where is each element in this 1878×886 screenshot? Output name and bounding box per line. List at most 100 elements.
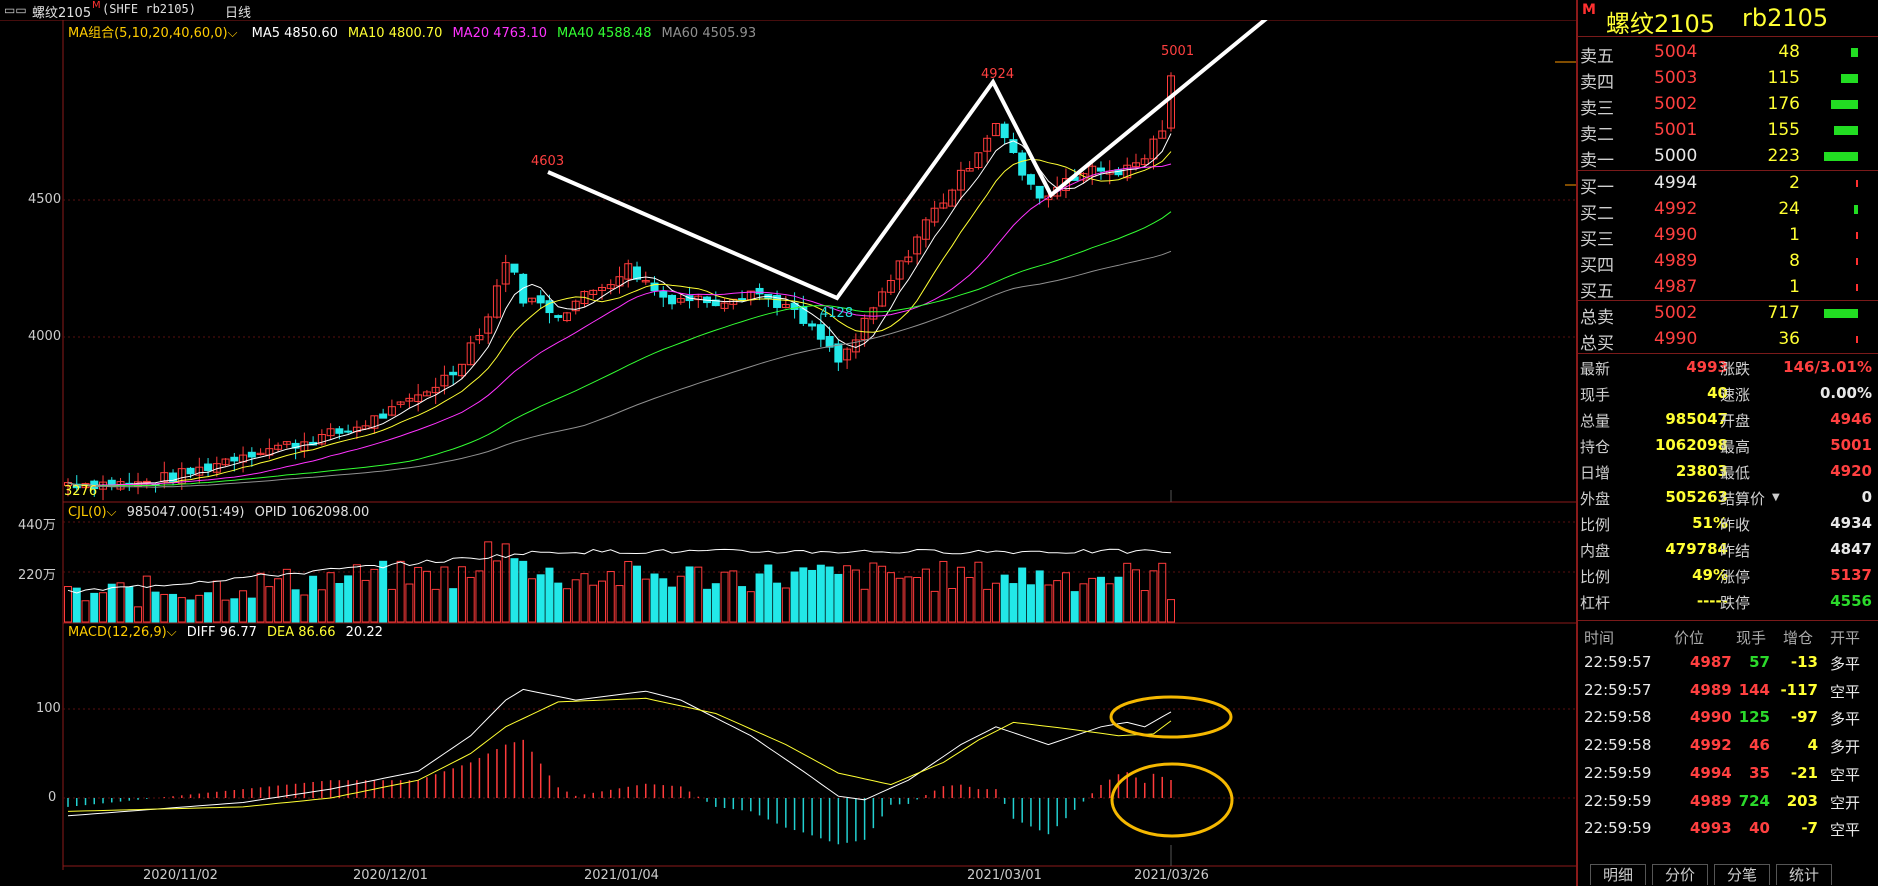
volume-bar (799, 567, 808, 623)
order-level-volume: 1 (1789, 225, 1800, 245)
volume-bar (545, 567, 554, 623)
order-book-row[interactable]: 买五 4987 1 (1578, 274, 1878, 302)
quote-panel-header: M 螺纹2105 rb2105 (1578, 0, 1878, 38)
tick-open-close: 多平 (1830, 710, 1861, 729)
tick-row[interactable]: 22:59:57 4987 57 -13 多平 (1578, 648, 1878, 676)
candle-body (440, 374, 449, 387)
volume-bar (676, 575, 685, 623)
volume-bar (125, 586, 134, 623)
tick-row[interactable]: 22:59:58 4992 46 4 多开 (1578, 731, 1878, 759)
volume-bar (1026, 584, 1035, 623)
tick-row[interactable]: 22:59:58 4990 125 -97 多平 (1578, 703, 1878, 731)
chevron-down-icon[interactable]: ⌵ (106, 505, 117, 520)
window-menu-icon[interactable]: ▭▭ (4, 3, 27, 17)
order-level-label: 买一 (1580, 178, 1614, 198)
period-selector[interactable]: 日线 (225, 6, 252, 21)
ma-line-ma5 (67, 133, 1172, 487)
order-book-row[interactable]: 总买 4990 36 (1578, 326, 1878, 354)
volume-bar (256, 572, 265, 623)
volume-bar (781, 587, 790, 623)
volume-bar (379, 560, 388, 623)
stat-label: 现手 (1580, 386, 1611, 404)
volume-bar (755, 573, 764, 623)
candle-body (1158, 130, 1167, 139)
stat-value: 985047 (1665, 410, 1728, 428)
macd-legend-label[interactable]: MACD(12,26,9) (68, 625, 167, 640)
macd-diff: DIFF 96.77 (186, 625, 257, 640)
order-book-row[interactable]: 卖一 5000 223 (1578, 143, 1878, 171)
tick-header-cell: 开平 (1830, 629, 1861, 647)
tick-row[interactable]: 22:59:59 4994 35 -21 空平 (1578, 759, 1878, 787)
stat-value: 505263 (1665, 488, 1728, 506)
volume-bar (335, 583, 344, 623)
tick-time: 22:59:59 (1584, 791, 1652, 810)
tick-open-close: 多开 (1830, 738, 1861, 757)
stat-value: 479784 (1665, 540, 1728, 558)
chevron-down-icon[interactable]: ⌵ (227, 26, 238, 41)
tab-tick[interactable]: 分笔 (1714, 864, 1770, 885)
candle-body (808, 323, 817, 327)
candle-body (983, 137, 992, 152)
order-book-row[interactable]: 卖五 5004 48 (1578, 39, 1878, 67)
volume-bar (886, 572, 895, 623)
candle-body (1140, 158, 1149, 166)
order-book-row[interactable]: 买三 4990 1 (1578, 222, 1878, 250)
order-book-row[interactable]: 卖三 5002 176 (1578, 91, 1878, 119)
candle-body (825, 335, 834, 348)
ma-legend-label[interactable]: MA组合(5,10,20,40,60,0) (68, 26, 228, 41)
candle-body (1009, 139, 1018, 153)
volume-bar (974, 561, 983, 623)
order-book-row[interactable]: 买四 4989 8 (1578, 248, 1878, 276)
candle-body (781, 303, 790, 308)
tick-header-cell: 时间 (1584, 629, 1615, 647)
tick-header-cell: 价位 (1674, 629, 1705, 647)
tick-add: -117 (1780, 680, 1818, 699)
candle-body (921, 219, 930, 240)
tick-row[interactable]: 22:59:57 4989 144 -117 空平 (1578, 676, 1878, 704)
stat-row: 比例 51% 昨收 4934 (1578, 510, 1878, 536)
volume-bar (913, 577, 922, 623)
volume-legend-label[interactable]: CJL(0) (68, 505, 107, 520)
kline-chart[interactable] (0, 0, 1576, 886)
caret-down-icon[interactable]: ▼ (1772, 492, 1780, 503)
tab-price[interactable]: 分价 (1652, 864, 1708, 885)
order-book-row[interactable]: 买二 4992 24 (1578, 196, 1878, 224)
order-level-label: 总卖 (1580, 308, 1614, 328)
candle-body (597, 286, 606, 291)
order-book-row[interactable]: 卖四 5003 115 (1578, 65, 1878, 93)
stat-row: 最新 4993 涨跌 146/3.01% (1578, 354, 1878, 380)
tab-stats[interactable]: 统计 (1776, 864, 1832, 885)
volume-bar (230, 598, 239, 623)
volume-bar (1131, 569, 1140, 623)
stat-row: 日增 23803 最低 4920 (1578, 458, 1878, 484)
tick-add: -13 (1790, 653, 1818, 671)
stat-label: 比例 (1580, 568, 1611, 586)
tick-row[interactable]: 22:59:59 4993 40 -7 空平 (1578, 814, 1878, 842)
tick-row[interactable]: 22:59:59 4989 724 203 空开 (1578, 787, 1878, 815)
stat-label: 涨跌 (1720, 360, 1751, 378)
order-volume-bar (1841, 73, 1858, 83)
order-level-volume: 115 (1767, 68, 1800, 88)
order-volume-bar (1851, 47, 1858, 57)
macd-dea-line (67, 697, 1172, 812)
quote-panel: M 螺纹2105 rb2105 卖五 5004 48 卖四 5003 115 卖三 5002 1… (1576, 0, 1878, 886)
order-book-row[interactable]: 总卖 5002 717 (1578, 300, 1878, 328)
tick-add: -97 (1790, 708, 1818, 727)
tab-detail[interactable]: 明细 (1590, 864, 1646, 885)
stat-label: 涨停 (1720, 568, 1751, 586)
candle-body (1096, 167, 1105, 172)
stat-label[interactable]: 结算价 (1720, 490, 1766, 508)
order-book-row[interactable]: 卖二 5001 155 (1578, 117, 1878, 145)
chevron-down-icon[interactable]: ⌵ (166, 625, 177, 640)
volume-bar (1149, 570, 1158, 623)
volume-bar (571, 579, 580, 623)
order-level-price: 4994 (1654, 173, 1698, 193)
candle-body (1088, 165, 1097, 177)
volume-bar (317, 589, 326, 623)
volume-bar (562, 588, 571, 623)
order-book-row[interactable]: 买一 4994 2 (1578, 170, 1878, 198)
candle-body (606, 284, 615, 289)
order-level-price: 4987 (1654, 277, 1698, 297)
stat-value: 0.00% (1819, 384, 1872, 402)
candle-body (317, 434, 326, 445)
